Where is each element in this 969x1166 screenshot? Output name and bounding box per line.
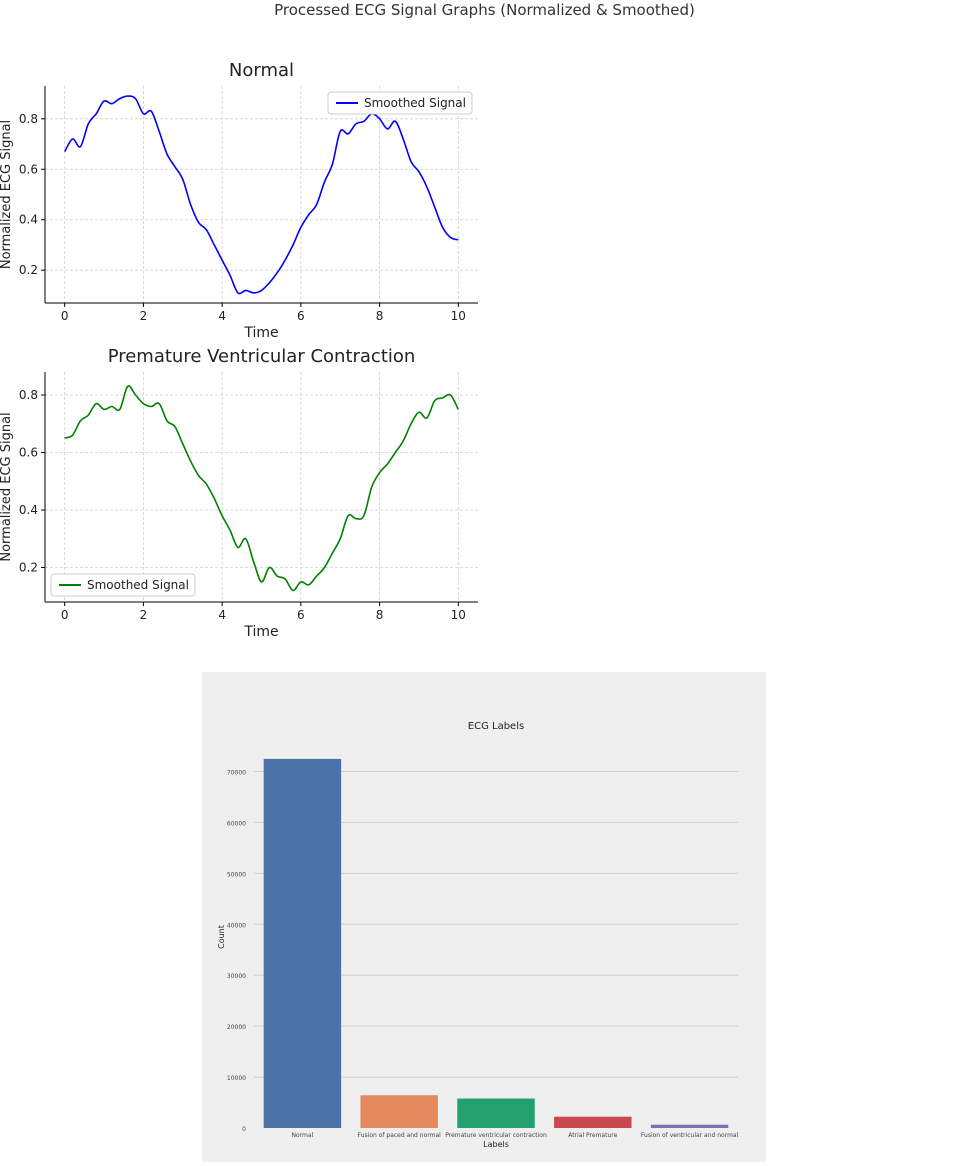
chart-title: Premature Ventricular Contraction: [108, 346, 416, 367]
y-tick-label: 10000: [227, 1075, 246, 1082]
x-tick-label: Premature ventricular contraction: [445, 1132, 547, 1139]
bar-chart-ecg-labels: ECG Labels 0 10000 20000 30000 40000 50000 6000…: [217, 721, 739, 1149]
x-tick-label: 10: [451, 309, 466, 323]
x-tick-label: 8: [376, 309, 384, 323]
legend: Smoothed Signal: [327, 91, 473, 115]
y-tick-label: 30000: [227, 973, 246, 980]
x-tick-label: 2: [140, 309, 148, 323]
x-axis-label: Labels: [483, 1140, 509, 1149]
y-tick-label: 50000: [227, 871, 246, 878]
x-axis-label: Time: [243, 325, 278, 341]
chart-title: Normal: [229, 60, 294, 81]
y-tick-label: 0.2: [19, 263, 38, 277]
bar-atrial-premature: [554, 1116, 632, 1128]
y-tick-label: 70000: [227, 769, 246, 776]
x-tick-label: 2: [140, 608, 148, 622]
x-tick-label: 6: [297, 608, 305, 622]
line-chart-fusion-ventricular-normal: Fusion of Ventricular and Normal02468100…: [484, 342, 969, 646]
x-tick-label: 0: [61, 309, 69, 323]
x-tick-label: 0: [61, 608, 69, 622]
y-tick-label: 0.6: [19, 446, 38, 460]
y-tick-label: 0.4: [19, 213, 38, 227]
y-axis-label: Normalized ECG Signal: [0, 412, 14, 561]
y-tick-label: 0.8: [19, 388, 38, 402]
line-chart-normal: Normal 0 2 4 6 8 10 0.2 0.4 0.6 0.8 Time Normalized …: [0, 60, 478, 341]
x-axis-label: Time: [243, 624, 278, 640]
y-tick-label: 0.2: [19, 561, 38, 575]
legend-box: [50, 573, 196, 597]
y-tick-label: 60000: [227, 820, 246, 827]
x-tick-label: 6: [297, 309, 305, 323]
y-axis-label: Normalized ECG Signal: [0, 120, 14, 269]
series-line-smoothed-signal: [64, 385, 460, 592]
x-tick-label: 8: [376, 608, 384, 622]
bar-fusion-of-ventricular-and-normal: [650, 1124, 729, 1128]
x-tick-label: Fusion of ventricular and normal: [641, 1132, 739, 1139]
y-tick-label: 0.4: [19, 503, 38, 517]
line-chart-premature-ventricular: Premature Ventricular Contraction 0 2 4 6 8 10…: [0, 346, 478, 640]
bar-premature-ventricular-contraction: [457, 1098, 535, 1128]
y-axis-label: Count: [217, 925, 226, 949]
x-tick-label: 4: [218, 309, 226, 323]
series-line-smoothed-signal: [64, 95, 459, 295]
y-tick-label: 0: [242, 1126, 246, 1133]
legend-box: [327, 91, 473, 115]
x-tick-label: 4: [218, 608, 226, 622]
line-chart-arterial-premature: Arterial Premature02468100.20.40.60.8Tim…: [484, 44, 969, 348]
y-tick-label: 40000: [227, 922, 246, 929]
y-tick-label: 20000: [227, 1024, 246, 1031]
y-tick-label: 0.6: [19, 162, 38, 176]
x-tick-label: Fusion of paced and normal: [358, 1132, 442, 1139]
bar-normal: [263, 758, 342, 1128]
x-tick-label: 10: [451, 608, 466, 622]
bar-chart-panel: ECG Labels 0 10000 20000 30000 40000 50000 6000…: [202, 672, 766, 1162]
legend-label: Smoothed Signal: [87, 578, 189, 592]
legend-label: Smoothed Signal: [364, 96, 466, 110]
bar-fusion-of-paced-and-normal: [360, 1095, 438, 1128]
x-tick-label: Normal: [292, 1132, 314, 1139]
y-tick-label: 0.8: [19, 112, 38, 126]
chart-title: ECG Labels: [468, 721, 524, 732]
x-tick-label: Atrial Premature: [568, 1132, 617, 1139]
figure-suptitle: Processed ECG Signal Graphs (Normalized …: [274, 1, 695, 19]
legend: Smoothed Signal: [50, 573, 196, 597]
